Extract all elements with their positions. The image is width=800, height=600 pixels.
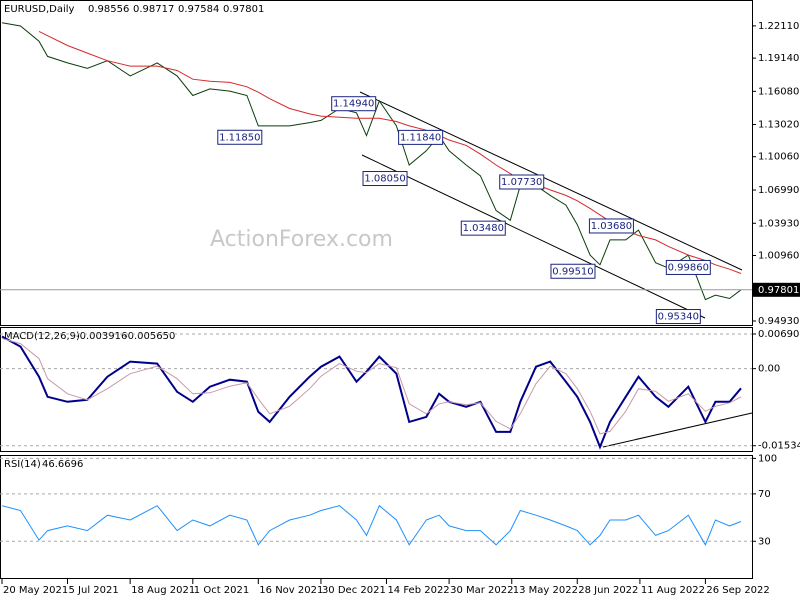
x-tick-label: 11 Aug 2022 <box>641 585 705 596</box>
y-tick-label: 1.22110 <box>758 21 799 32</box>
x-tick-label: 28 Jun 2022 <box>578 585 638 596</box>
price-title: EURUSD,Daily <box>4 4 75 15</box>
header-open: 0.98556 <box>88 4 129 15</box>
annotation-label: 1.14940 <box>333 99 374 110</box>
annotation-box <box>362 171 408 187</box>
header-low: 0.97584 <box>178 4 219 15</box>
x-tick-label: 18 Aug 2021 <box>131 585 195 596</box>
channel-upper <box>359 91 743 271</box>
x-tick-label: 13 May 2022 <box>513 585 578 596</box>
x-tick-label: 30 Mar 2022 <box>450 585 513 596</box>
signal-value: -0.005650 <box>124 331 175 342</box>
annotation-label: 1.11850 <box>219 132 260 143</box>
annotation-label: 1.11840 <box>400 132 441 143</box>
x-tick-label: 1 Oct 2021 <box>194 585 249 596</box>
series-line <box>1 338 742 435</box>
x-tick-label: 26 Sep 2022 <box>706 585 769 596</box>
y-tick-label: 1.13020 <box>758 120 799 131</box>
y-tick-label: 1.06990 <box>758 185 799 196</box>
y-tick-label: 0.00 <box>758 364 780 375</box>
macd-value: -0.003916 <box>76 331 127 342</box>
annotation-label: 1.03680 <box>591 221 632 232</box>
macd-title: MACD(12,26,9) <box>4 331 80 342</box>
annotation-label: 0.95340 <box>658 312 699 323</box>
annotation-label: 1.07730 <box>501 177 542 188</box>
series-line <box>1 504 742 546</box>
annotation-label: 0.99510 <box>552 266 593 277</box>
annotation-label: 1.03480 <box>463 223 504 234</box>
x-tick-label: 30 Dec 2021 <box>322 585 386 596</box>
y-tick-label: 1.10060 <box>758 152 799 163</box>
last-price-box <box>753 282 800 297</box>
annotation-box <box>588 218 634 234</box>
annotation-label: 1.08050 <box>364 174 405 185</box>
annotation-box <box>665 259 711 275</box>
y-tick-label: 1.19140 <box>758 53 799 64</box>
annotation-label: 0.99860 <box>668 262 709 273</box>
rsi-value: 46.6696 <box>42 459 83 470</box>
annotation-box <box>655 309 701 325</box>
y-tick-label: -0.015348 <box>758 441 800 452</box>
series-line <box>1 335 742 450</box>
x-tick-label: 20 May 2021 <box>3 585 68 596</box>
y-tick-label: 1.16080 <box>758 86 799 97</box>
y-tick-label: 1.03930 <box>758 218 799 229</box>
rsi-panel <box>0 455 753 579</box>
x-tick-label: 14 Feb 2022 <box>387 585 449 596</box>
annotation-box <box>217 129 263 145</box>
channel-lower <box>361 154 706 319</box>
annotation-box <box>460 220 506 236</box>
header-high: 0.98717 <box>133 4 174 15</box>
y-tick-label: 70 <box>758 489 771 500</box>
rsi-title: RSI(14) <box>4 459 41 470</box>
y-tick-label: 1.00960 <box>758 251 799 262</box>
y-tick-label: 100 <box>758 453 777 464</box>
macd-panel <box>0 327 753 452</box>
last-price-label: 0.97801 <box>758 285 799 296</box>
annotation-box <box>398 129 444 145</box>
macd-trendline <box>602 412 753 448</box>
annotation-box <box>550 263 596 279</box>
x-tick-label: 5 Jul 2021 <box>68 585 118 596</box>
watermark: ActionForex.com <box>210 227 393 252</box>
header-close: 0.97801 <box>223 4 264 15</box>
series-line <box>1 22 742 301</box>
y-tick-label: 30 <box>758 536 771 547</box>
y-tick-label: 0.006906 <box>758 329 800 340</box>
annotation-box <box>499 174 545 190</box>
price-panel <box>0 0 753 326</box>
y-tick-label: 0.94930 <box>758 316 799 327</box>
annotation-box <box>331 96 377 112</box>
x-tick-label: 16 Nov 2021 <box>259 585 323 596</box>
